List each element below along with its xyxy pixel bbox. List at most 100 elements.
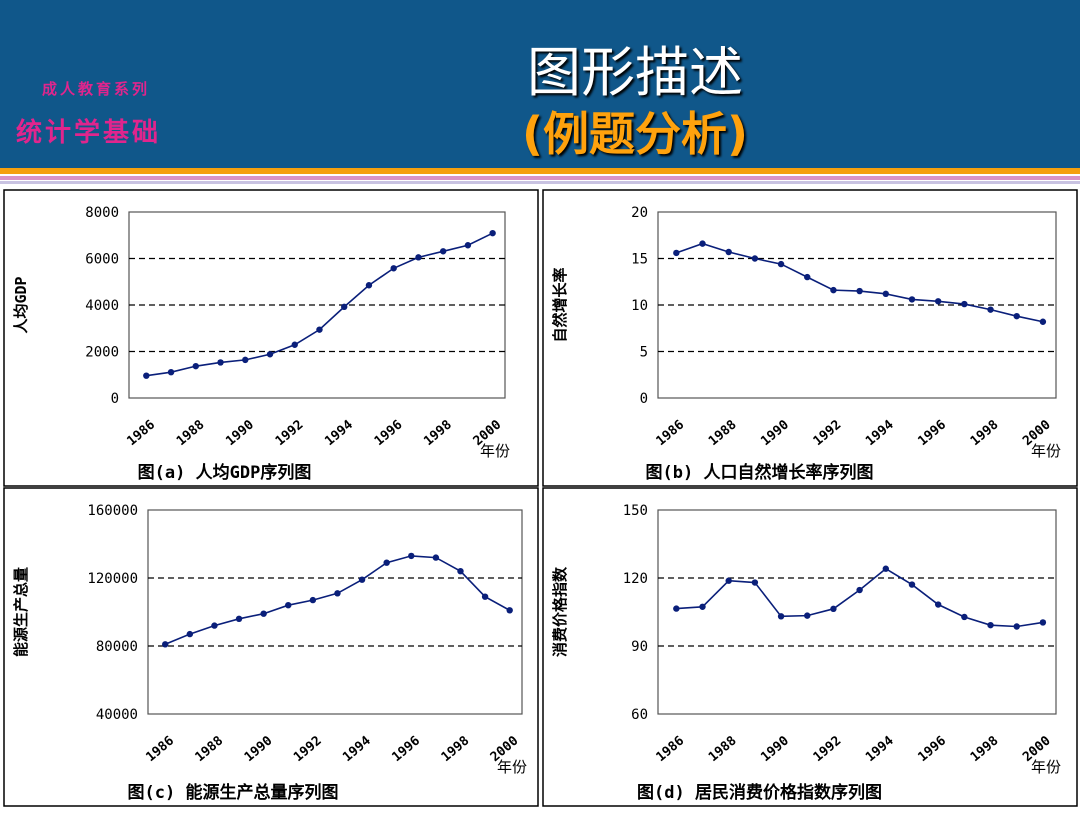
data-point [506, 607, 513, 614]
data-point [464, 242, 472, 249]
y-tick-label: 0 [111, 391, 119, 407]
data-point [334, 590, 341, 597]
data-point [266, 351, 274, 358]
panel-border [3, 189, 539, 487]
y-tick-label: 60 [631, 707, 648, 723]
chart-title: 图(c) 能源生产总量序列图 [128, 782, 339, 803]
data-point [1039, 619, 1047, 626]
slide-title: 图形描述 [527, 41, 743, 104]
lavender-stripe [0, 181, 1080, 184]
data-point [725, 577, 732, 584]
chart-title: 图(d) 居民消费价格指数序列图 [637, 782, 882, 803]
data-point [457, 568, 464, 575]
chart-panels: 0 2000 4000 6000 8000 1986 1988 1990 1992 1994 199… [0, 186, 1080, 810]
chart-title: 图(a) 人均GDP序列图 [138, 462, 312, 483]
y-tick-label: 120 [623, 571, 648, 587]
data-point [432, 554, 440, 561]
data-point [260, 610, 267, 617]
data-point [987, 621, 994, 629]
data-point [1039, 318, 1047, 325]
data-point [804, 273, 811, 281]
data-point [285, 602, 292, 609]
data-point [699, 240, 706, 247]
data-point [882, 565, 890, 572]
data-point [1013, 312, 1020, 320]
orange-stripe [0, 168, 1080, 174]
y-tick-label: 6000 [85, 252, 119, 268]
y-axis-label: 人均GDP [12, 276, 30, 333]
series-label: 成人教育系列 [42, 80, 151, 98]
x-axis-label: 年份 [1031, 442, 1061, 460]
panel-border [542, 189, 1078, 487]
data-point [217, 359, 224, 366]
y-tick-label: 20 [631, 205, 648, 221]
data-point [673, 249, 680, 257]
data-point [961, 300, 968, 308]
y-tick-label: 120000 [87, 571, 138, 587]
data-point [699, 603, 706, 610]
panel-border [3, 487, 539, 807]
chart-title: 图(b) 人口自然增长率序列图 [646, 462, 874, 483]
y-tick-label: 10 [631, 298, 648, 314]
data-point [143, 372, 150, 379]
data-point [242, 356, 249, 364]
plot-frame [657, 509, 1057, 715]
data-point [316, 326, 323, 333]
x-axis-label: 年份 [480, 442, 510, 460]
data-point [856, 287, 863, 295]
data-point [439, 248, 447, 255]
data-point [908, 296, 916, 303]
data-point [751, 579, 759, 586]
y-tick-label: 4000 [85, 298, 119, 314]
data-point [673, 605, 680, 612]
y-axis-label: 自然增长率 [551, 267, 569, 342]
data-point [211, 622, 218, 629]
data-point [341, 303, 348, 311]
data-point [235, 615, 243, 622]
data-point [804, 612, 811, 619]
data-point [1013, 623, 1020, 630]
y-tick-label: 160000 [87, 503, 138, 519]
y-tick-label: 15 [631, 252, 648, 268]
course-title: 统计学基础 [16, 118, 162, 148]
data-point [358, 576, 366, 583]
data-point [751, 255, 759, 262]
data-point [856, 586, 863, 594]
y-tick-label: 40000 [96, 707, 138, 723]
y-tick-label: 90 [631, 639, 648, 655]
data-point [365, 282, 373, 289]
data-point [309, 596, 317, 604]
slide-subtitle: (例题分析) [521, 107, 749, 161]
y-axis-label: 消费价格指数 [551, 566, 569, 657]
data-point [489, 229, 496, 237]
y-tick-label: 150 [623, 503, 648, 519]
y-tick-label: 5 [640, 345, 648, 361]
data-point [291, 341, 298, 348]
x-axis-label: 年份 [1031, 758, 1061, 776]
x-axis-label: 年份 [497, 758, 527, 776]
data-point [777, 260, 785, 268]
data-point [882, 290, 890, 298]
data-point [408, 552, 415, 560]
data-point [961, 613, 968, 621]
pink-stripe [0, 176, 1080, 180]
data-point [415, 254, 422, 261]
data-point [162, 641, 169, 648]
slide-header: 成人教育系列 统计学基础 图形描述 (例题分析) [0, 0, 1080, 168]
data-point [383, 559, 390, 566]
y-tick-label: 2000 [85, 345, 119, 361]
panel-border [542, 487, 1078, 807]
y-tick-label: 80000 [96, 639, 138, 655]
y-tick-label: 0 [640, 391, 648, 407]
data-point [481, 593, 489, 600]
data-point [167, 368, 175, 376]
data-point [934, 601, 942, 608]
data-point [390, 265, 397, 272]
data-point [192, 362, 199, 370]
plot-frame [147, 509, 523, 715]
data-point [934, 298, 942, 305]
